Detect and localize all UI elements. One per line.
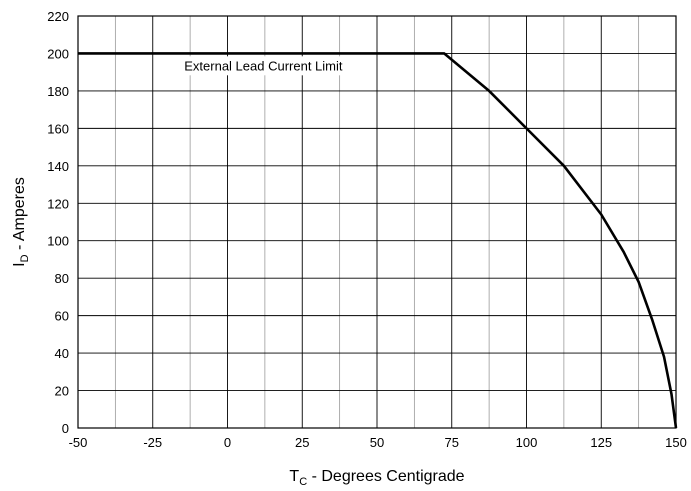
y-tick-label: 100: [47, 234, 69, 249]
x-tick-label: -50: [69, 435, 88, 450]
y-tick-label: 20: [55, 384, 69, 399]
y-tick-label: 40: [55, 346, 69, 361]
x-axis-title-main: T: [289, 468, 299, 485]
minor-grid: [114, 16, 640, 428]
x-tick-label: -25: [143, 435, 162, 450]
major-grid: [77, 15, 677, 429]
annotations: External Lead Current Limit: [178, 56, 349, 76]
series-line: [78, 52, 678, 429]
x-tick-label: 125: [590, 435, 612, 450]
x-axis-title-sub: C: [299, 476, 307, 488]
y-tick-label: 200: [47, 46, 69, 61]
y-axis-title-sub: D: [19, 254, 31, 262]
y-axis-title-main: I: [11, 262, 28, 266]
x-axis-title-rest: - Degrees Centigrade: [307, 468, 465, 485]
x-tick-labels: -50 -25 0 25 50 75 100 125 150: [69, 435, 687, 450]
y-tick-label: 140: [47, 159, 69, 174]
x-tick-label: 25: [295, 435, 309, 450]
series-group: [78, 52, 678, 429]
annotation-background: [178, 56, 349, 76]
x-tick-label: 0: [224, 435, 231, 450]
y-tick-label: 80: [55, 271, 69, 286]
y-axis-title-rest: - Amperes: [11, 177, 28, 254]
y-tick-label: 60: [55, 309, 69, 324]
y-tick-labels: 0 20 40 60 80 100 120 140 160 180 200 220: [47, 9, 69, 436]
y-tick-label: 220: [47, 9, 69, 24]
x-tick-label: 50: [370, 435, 384, 450]
x-tick-label: 150: [665, 435, 687, 450]
plot-frame: [77, 15, 677, 429]
y-tick-label: 180: [47, 84, 69, 99]
x-axis-title: TC - Degrees Centigrade: [289, 468, 464, 488]
y-axis-title: ID - Amperes: [11, 177, 31, 267]
y-tick-label: 160: [47, 121, 69, 136]
y-tick-label: 120: [47, 196, 69, 211]
y-tick-label: 0: [62, 421, 69, 436]
annotation-label: External Lead Current Limit: [184, 58, 343, 73]
x-tick-label: 75: [445, 435, 459, 450]
x-tick-label: 100: [516, 435, 538, 450]
